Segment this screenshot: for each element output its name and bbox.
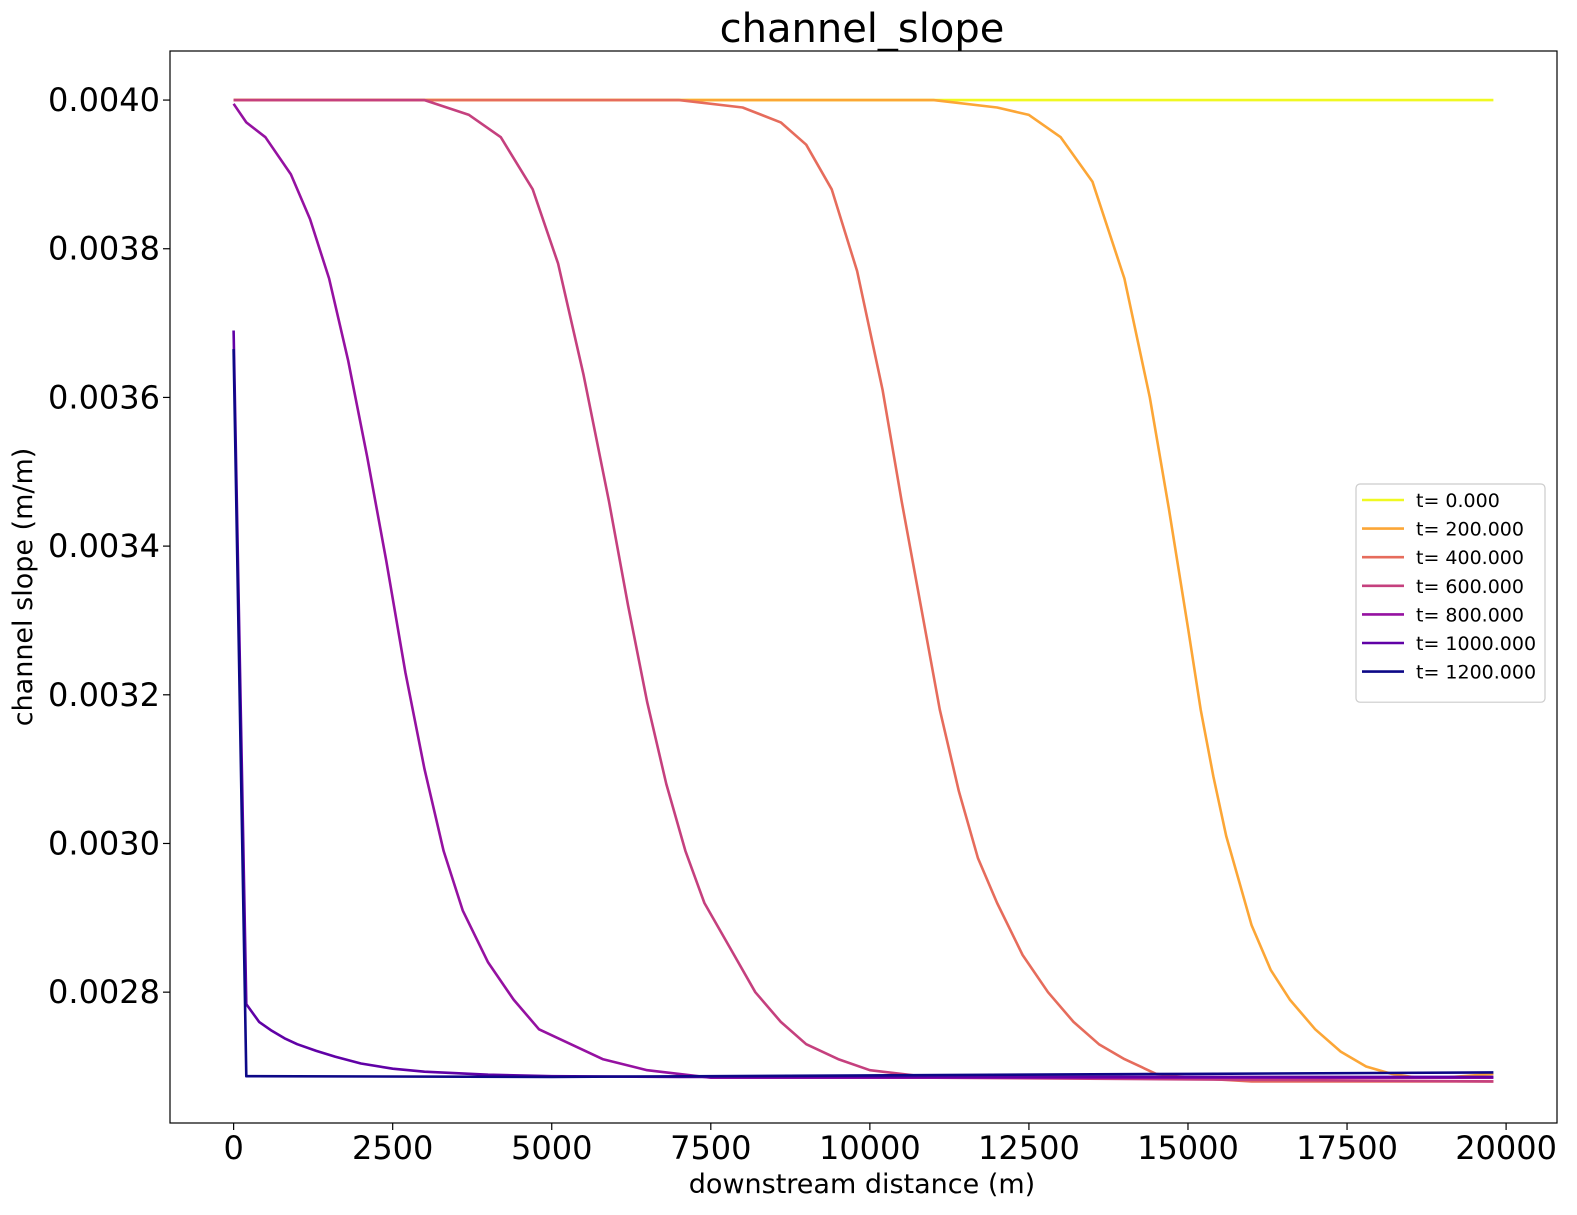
series-line: [232, 103, 1494, 1079]
y-tick-label: 0.0038: [48, 230, 160, 268]
series-line: [233, 98, 1494, 1079]
y-tick-label: 0.0030: [48, 824, 160, 862]
y-tick-label: 0.0034: [48, 527, 160, 565]
y-tick-label: 0.0032: [48, 676, 160, 714]
plot-frame: [169, 50, 1558, 1124]
x-tick-label: 0: [223, 1129, 243, 1167]
legend-box: [1355, 483, 1546, 703]
y-tick-label: 0.0040: [48, 81, 160, 119]
chart-title: channel_slope: [720, 6, 1005, 52]
legend: t= 0.000 t= 200.000 t= 400.000 t= 600.000 t=…: [1355, 483, 1546, 703]
y-tick-label: 0.0028: [48, 973, 160, 1011]
series-line: [233, 98, 1494, 1083]
legend-label: t= 600.000: [1416, 576, 1524, 598]
x-tick-label: 5000: [511, 1129, 592, 1167]
x-tick-label: 10000: [819, 1129, 921, 1167]
legend-label: t= 400.000: [1416, 547, 1524, 569]
x-axis: 0 2500 5000 7500 10000 12500 15000 17500 20000: [223, 1123, 1557, 1167]
series-layer: [232, 98, 1494, 1083]
series-line: [233, 98, 1494, 1083]
series-line: [232, 349, 1494, 1079]
x-tick-label: 20000: [1455, 1129, 1557, 1167]
legend-label: t= 800.000: [1416, 604, 1524, 626]
x-tick-label: 17500: [1296, 1129, 1398, 1167]
x-tick-label: 2500: [352, 1129, 433, 1167]
x-tick-label: 12500: [978, 1129, 1080, 1167]
legend-label: t= 0.000: [1416, 490, 1500, 512]
x-tick-label: 7500: [670, 1129, 751, 1167]
legend-label: t= 1200.000: [1416, 662, 1536, 684]
y-tick-label: 0.0036: [48, 378, 160, 416]
x-tick-label: 15000: [1137, 1129, 1239, 1167]
legend-label: t= 1000.000: [1416, 633, 1536, 655]
legend-label: t= 200.000: [1416, 519, 1524, 541]
x-axis-label: downstream distance (m): [689, 1169, 1035, 1200]
y-axis-label: channel slope (m/m): [8, 448, 39, 727]
y-axis: 0.0028 0.0030 0.0032 0.0034 0.0036 0.0038 0.00…: [48, 81, 170, 1011]
